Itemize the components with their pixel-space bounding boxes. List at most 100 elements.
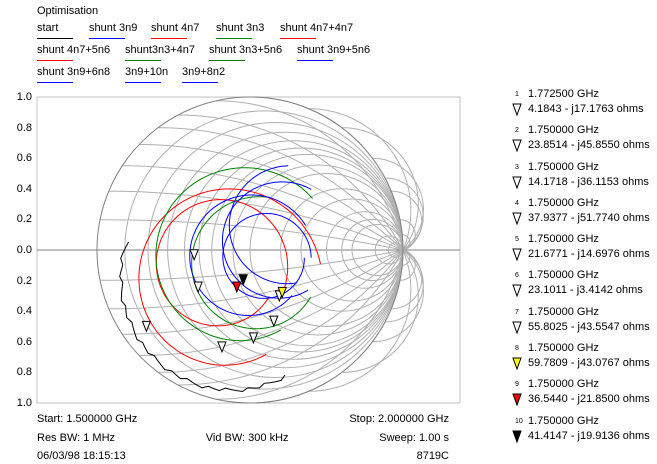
marker-impedance: 41.4147 - j19.9136 ohms <box>528 429 650 442</box>
reactance-arc <box>177 249 404 386</box>
y-tick-label: 1.0 <box>16 396 32 409</box>
legend-item: start <box>37 22 89 44</box>
legend-item: 3n9+8n2 <box>182 66 252 88</box>
y-tick-label: 0.8 <box>16 366 32 379</box>
marker-triangle-icon <box>512 248 522 262</box>
legend-row: shunt 3n9+6n8 3n9+10n 3n9+8n2 <box>37 66 417 88</box>
legend-item: 3n9+10n <box>125 66 182 88</box>
marker-impedance: 36.5440 - j21.8500 ohms <box>528 393 650 406</box>
marker-impedance: 59.7809 - j43.0767 ohms <box>528 357 650 370</box>
marker-number: 9 <box>515 381 519 389</box>
sweep-time: Sweep: 1.00 s <box>379 432 449 444</box>
marker-frequency: 1.750000 GHz <box>528 160 599 173</box>
marker-frequency: 1.750000 GHz <box>528 233 599 246</box>
marker-triangle-icon <box>512 139 522 153</box>
footer-row-3: 06/03/98 18:15:13 8719C <box>37 450 449 463</box>
marker-triangle-icon <box>512 103 522 116</box>
legend-line <box>151 38 187 39</box>
timestamp: 06/03/98 18:15:13 <box>37 450 126 462</box>
marker-number: 5 <box>515 236 519 244</box>
reactance-arc <box>177 114 404 251</box>
marker-impedance: 21.6771 - j14.6976 ohms <box>528 248 650 261</box>
legend-line <box>37 38 73 39</box>
reactance-arc <box>139 143 404 251</box>
marker-entry: 6 1.750000 GHz 23.1011 - j3.4142 ohms <box>512 268 657 304</box>
chart-marker-9 <box>232 281 242 294</box>
chart-marker-1 <box>141 320 152 333</box>
chart-title: Optimisation <box>37 5 99 17</box>
y-tick-label: 0.2 <box>16 274 32 287</box>
marker-triangle-icon <box>512 430 522 443</box>
legend-row: shunt 4n7+5n6 shunt3n3+4n7 shunt 3n3+5n6 sh… <box>37 44 417 66</box>
reactance-arc <box>158 249 404 373</box>
marker-number: 7 <box>515 308 519 316</box>
marker-frequency: 1.750000 GHz <box>528 269 599 282</box>
marker-triangle-icon <box>512 212 522 225</box>
reactance-arc <box>100 249 404 281</box>
y-tick-label: 0.4 <box>16 182 32 195</box>
chart-marker-4 <box>269 315 279 328</box>
footer-row-1: Start: 1.500000 GHz Stop: 2.000000 GHz <box>37 413 449 426</box>
legend: start shunt 3n9 shunt 4n7 shunt 3n3 shunt 4n… <box>37 22 417 88</box>
legend-line <box>216 38 252 39</box>
trace <box>228 165 298 285</box>
legend-row: start shunt 3n9 shunt 4n7 shunt 3n3 shunt 4n… <box>37 22 417 44</box>
y-tick-label: 1.0 <box>16 91 32 103</box>
video-bandwidth: Vid BW: 300 kHz <box>205 432 289 444</box>
reactance-arc <box>139 249 404 357</box>
marker-entry: 2 1.750000 GHz 23.8514 - j45.8550 ohms <box>512 123 657 159</box>
marker-entry: 5 1.750000 GHz 21.6771 - j14.6976 ohms <box>512 232 657 268</box>
legend-label: shunt 4n7+5n6 <box>37 44 111 56</box>
marker-triangle-icon <box>512 357 522 371</box>
instrument-model: 8719C <box>416 450 449 462</box>
reactance-arc <box>108 190 404 251</box>
chart-marker-5 <box>193 281 203 294</box>
y-axis-ticks: 1.0 0.8 0.6 0.4 0.2 0.0 0.2 0.4 0.6 0.8 1.0 <box>6 91 32 428</box>
trace <box>119 241 286 393</box>
legend-item: shunt 3n9+6n8 <box>37 66 125 88</box>
reactance-arc <box>158 127 404 251</box>
marker-impedance: 23.8514 - j45.8550 ohms <box>528 139 650 152</box>
chart-marker-10 <box>238 274 248 287</box>
y-tick-label: 0.6 <box>16 335 32 348</box>
trace <box>189 194 307 316</box>
legend-line <box>125 82 161 83</box>
marker-number: 10 <box>515 417 523 425</box>
legend-item: shunt 3n3+5n6 <box>209 44 297 66</box>
legend-line <box>280 38 316 39</box>
footer-row-2: Res BW: 1 MHz Vid BW: 300 kHz Sweep: 1.0… <box>37 432 449 445</box>
legend-line <box>125 60 161 61</box>
reactance-arc <box>402 234 411 251</box>
legend-label: shunt 3n9 <box>89 22 138 34</box>
marker-impedance: 55.8025 - j43.5547 ohms <box>528 320 650 333</box>
reactance-arc <box>216 100 404 251</box>
start-frequency: Start: 1.500000 GHz <box>37 413 138 425</box>
legend-label: shunt 4n7 <box>151 22 200 34</box>
marker-list: 1 1.772500 GHz 4.1843 - j17.1763 ohms 2 1.75… <box>512 87 657 450</box>
marker-impedance: 23.1011 - j3.4142 ohms <box>528 284 643 297</box>
legend-label: shunt3n3+4n7 <box>125 44 196 56</box>
legend-line <box>89 38 125 39</box>
marker-entry: 1 1.772500 GHz 4.1843 - j17.1763 ohms <box>512 87 657 123</box>
marker-triangle-icon <box>512 176 522 189</box>
legend-item: shunt 3n3 <box>216 22 280 44</box>
reactance-arc <box>100 219 404 251</box>
y-tick-label: 0.2 <box>16 213 32 226</box>
legend-label: shunt 3n3 <box>216 22 265 34</box>
marker-frequency: 1.750000 GHz <box>528 414 599 427</box>
legend-label: 3n9+10n <box>125 66 169 78</box>
trace <box>138 188 321 366</box>
legend-label: 3n9+8n2 <box>182 66 226 78</box>
marker-frequency: 1.750000 GHz <box>528 342 599 355</box>
marker-triangle-icon <box>512 284 522 298</box>
marker-entry: 9 1.750000 GHz 36.5440 - j21.8500 ohms <box>512 377 657 413</box>
chart-marker-6 <box>189 249 199 262</box>
marker-number: 6 <box>515 272 519 280</box>
legend-item: shunt3n3+4n7 <box>125 44 209 66</box>
marker-number: 3 <box>515 163 519 171</box>
legend-item: shunt 3n9+5n6 <box>297 44 397 66</box>
legend-label: shunt 3n3+5n6 <box>209 44 283 56</box>
legend-line <box>209 60 245 61</box>
stop-frequency: Stop: 2.000000 GHz <box>349 413 449 425</box>
